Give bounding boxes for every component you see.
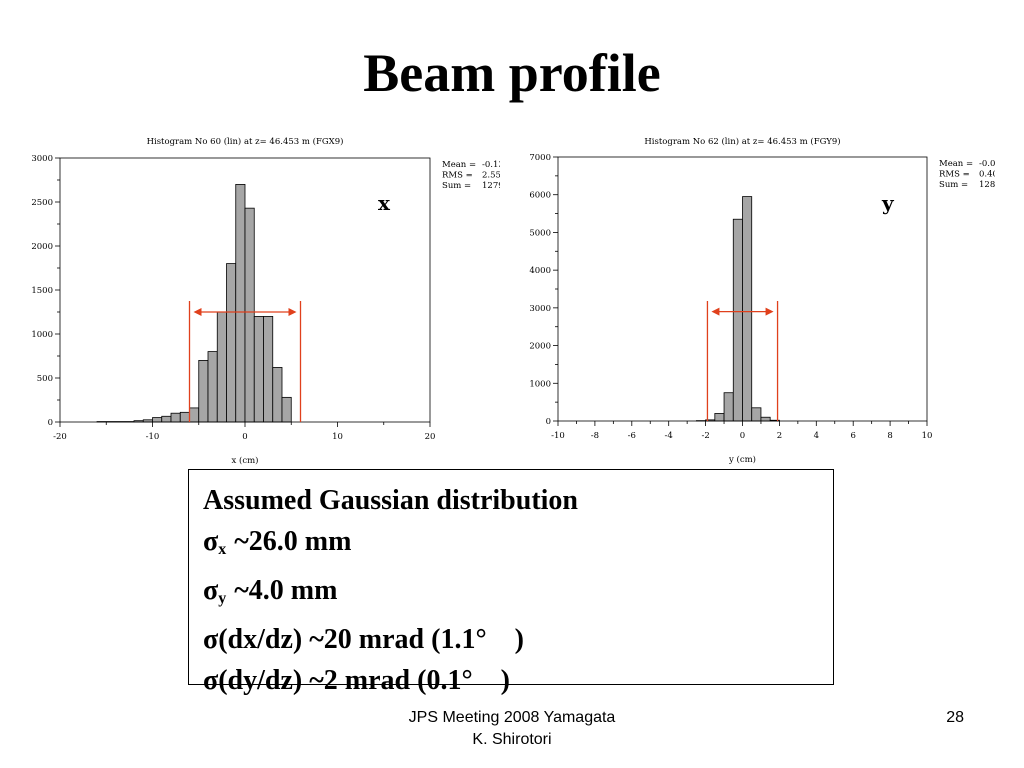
histogram-bar [253,315,264,423]
footer-line-1: JPS Meeting 2008 Yamagata [408,709,616,726]
axis-corner-label: x [378,191,391,215]
histogram-bar [272,367,283,423]
y-tick-label: 1000 [529,379,551,389]
histogram-bar [207,351,218,423]
stats-value: 0.405 [979,170,995,180]
histogram-bar [742,196,753,422]
x-axis-label: y (cm) [728,454,756,465]
y-tick-label: 3000 [529,304,551,314]
stats-label: RMS = [939,170,970,180]
x-axis-label: x (cm) [232,455,259,466]
histogram-bar [751,407,762,422]
y-tick-label: 1500 [31,286,53,296]
slide-title: Beam profile [363,43,661,103]
y-tick-label: 5000 [529,228,551,238]
histogram-bar [189,407,200,423]
page-number: 28 [946,709,964,726]
histogram-bar [170,412,181,423]
x-tick-label: 20 [425,432,436,442]
y-tick-label: 0 [546,417,551,427]
x-tick-label: 10 [922,431,933,441]
stats-label: Sum = [442,181,471,191]
sigma-symbol: σ [203,624,219,655]
angle-x-value: (dx/dz) ~20 mrad (1.1° ) [218,624,524,655]
histogram-bar [760,416,771,422]
stats-value: 12796 [482,181,500,191]
y-tick-label: 3000 [31,154,53,164]
histogram-bar [161,415,172,423]
stats-label: Sum = [939,180,968,190]
histogram-bar [732,218,743,422]
x-tick-label: -6 [628,431,636,441]
histogram-title: Histogram No 60 (lin) at z= 46.453 m (FG… [147,136,344,147]
histogram-title: Histogram No 62 (lin) at z= 46.453 m (FG… [644,136,840,147]
stats-value: 2.556 [482,171,500,181]
x-tick-label: -2 [701,431,709,441]
assumed-distribution-box: Assumed Gaussian distribution σx ~26.0 mm… [188,469,834,696]
angle-y-value: (dy/dz) ~2 mrad (0.1° ) [218,665,510,696]
stats-label: RMS = [442,171,473,181]
sigma-y-subscript: y [218,590,227,607]
histogram-bar [152,417,163,423]
histogram-bar [281,396,292,423]
y-tick-label: 2500 [31,198,53,208]
x-tick-label: -4 [665,431,673,441]
histogram-bar [216,311,227,423]
angle-y-line: σ(dy/dz) ~2 mrad (0.1° ) [203,660,833,701]
histogram-bar [244,207,255,423]
sigma-x-value: ~26.0 mm [234,526,352,557]
histogram-bar [714,413,725,422]
stats-value: -0.133 [482,160,500,170]
y-tick-label: 1000 [31,330,53,340]
stats-label: Mean = [939,159,973,169]
y-tick-label: 2000 [529,342,551,352]
sigma-x-subscript: x [218,541,227,558]
stats-value: 12808 [979,180,995,190]
angle-x-line: σ(dx/dz) ~20 mrad (1.1° ) [203,619,833,660]
sigma-x-line: σx ~26.0 mm [203,521,833,570]
y-tick-label: 7000 [529,153,551,163]
histogram-x-svg: Histogram No 60 (lin) at z= 46.453 m (FG… [31,136,509,466]
sigma-symbol: σ [203,575,219,606]
histogram-y: Histogram No 62 (lin) at z= 46.453 m (FG… [515,128,1006,473]
x-tick-label: 0 [740,431,745,441]
x-tick-label: -8 [591,431,599,441]
x-tick-label: -10 [146,432,160,442]
x-tick-label: 6 [850,431,855,441]
histogram-bar [263,315,274,423]
stats-label: Mean = [442,160,476,170]
histogram-x: Histogram No 60 (lin) at z= 46.453 m (FG… [20,128,509,473]
footer-line-2: K. Shirotori [472,731,552,748]
stats-value: -0.037 [979,159,995,169]
marker-arrow-head-right [765,307,774,316]
x-tick-label: 4 [814,431,819,441]
info-heading: Assumed Gaussian distribution [203,485,579,516]
histogram-bar [179,411,190,423]
y-tick-label: 4000 [529,266,551,276]
sigma-y-value: ~4.0 mm [234,575,338,606]
marker-arrow-head-left [711,307,720,316]
sigma-symbol: σ [203,526,219,557]
histogram-y-svg: Histogram No 62 (lin) at z= 46.453 m (FG… [529,136,1006,465]
x-tick-label: 2 [777,431,782,441]
footer-meeting: JPS Meeting 2008 Yamagata K. Shirotori [312,707,712,751]
x-tick-label: -20 [53,432,67,442]
x-tick-label: 8 [887,431,892,441]
marker-arrow-head-right [288,308,297,316]
y-tick-label: 2000 [31,242,53,252]
histogram-bar [226,263,237,423]
y-tick-label: 6000 [529,191,551,201]
x-tick-label: -10 [551,431,565,441]
x-tick-label: 0 [242,432,247,442]
marker-arrow-head-left [193,308,202,316]
histogram-bar [235,184,246,423]
y-tick-label: 500 [37,374,53,384]
y-tick-label: 0 [48,418,53,428]
axis-corner-label: y [881,191,895,215]
histogram-bar [198,359,209,423]
x-tick-label: 10 [332,432,343,442]
sigma-symbol: σ [203,665,219,696]
histogram-bar [723,392,734,422]
sigma-y-line: σy ~4.0 mm [203,570,833,619]
